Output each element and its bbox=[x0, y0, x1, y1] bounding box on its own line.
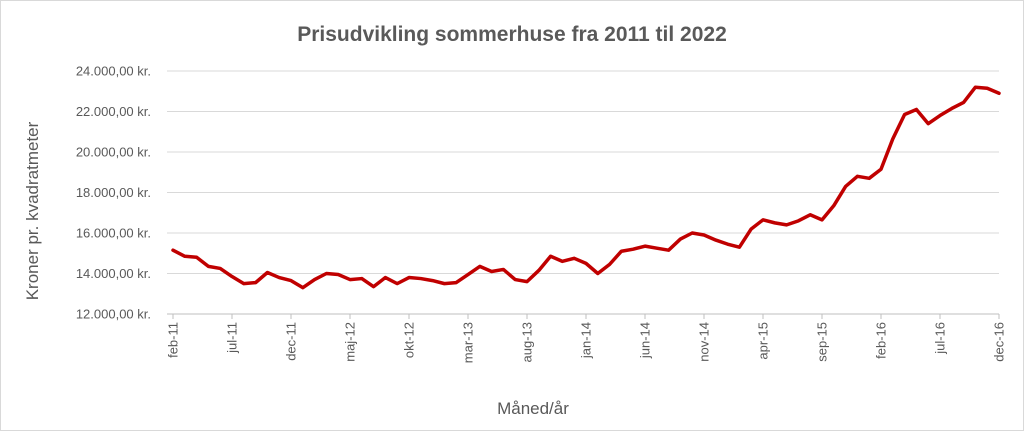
y-tick-label: 14.000,00 kr. bbox=[76, 266, 151, 281]
y-tick-label: 20.000,00 kr. bbox=[76, 145, 151, 160]
series-line bbox=[171, 85, 1001, 290]
x-tick-label: sep-15 bbox=[815, 322, 830, 362]
x-tick-label: feb-16 bbox=[874, 322, 889, 359]
x-axis-ticks: feb-11 jul-11 dec-11 maj-12 okt-12 mar-13 aug-… bbox=[166, 314, 1007, 363]
chart-title: Prisudvikling sommerhuse fra 2011 til 20… bbox=[297, 23, 727, 46]
x-tick-label: mar-13 bbox=[461, 322, 476, 363]
y-tick-label: 16.000,00 kr. bbox=[76, 226, 151, 241]
y-tick-label: 22.000,00 kr. bbox=[76, 104, 151, 119]
x-tick-label: jul-11 bbox=[225, 322, 240, 354]
y-tick-label: 12.000,00 kr. bbox=[76, 307, 151, 322]
x-tick-label: nov-14 bbox=[697, 322, 712, 362]
x-tick-label: jul-16 bbox=[933, 322, 948, 355]
y-tick-label: 18.000,00 kr. bbox=[76, 185, 151, 200]
x-tick-label: jan-14 bbox=[579, 322, 594, 359]
y-axis-label: Kroner pr. kvadratmeter bbox=[23, 121, 42, 300]
series-layer bbox=[171, 85, 1001, 290]
x-axis-label: Måned/år bbox=[497, 399, 569, 418]
x-tick-label: apr-15 bbox=[756, 322, 771, 360]
x-tick-label: okt-12 bbox=[402, 322, 417, 358]
x-tick-label: dec-11 bbox=[284, 322, 299, 361]
y-tick-label: 24.000,00 kr. bbox=[76, 64, 151, 79]
x-tick-label: maj-12 bbox=[343, 322, 358, 362]
x-tick-label: aug-13 bbox=[520, 322, 535, 362]
gridlines bbox=[167, 70, 999, 315]
x-tick-label: jun-14 bbox=[638, 322, 653, 359]
y-axis-ticks: 12.000,00 kr. 14.000,00 kr. 16.000,00 kr. 1… bbox=[76, 64, 151, 322]
x-tick-label: dec-16 bbox=[992, 322, 1007, 362]
x-tick-label: feb-11 bbox=[166, 322, 181, 358]
